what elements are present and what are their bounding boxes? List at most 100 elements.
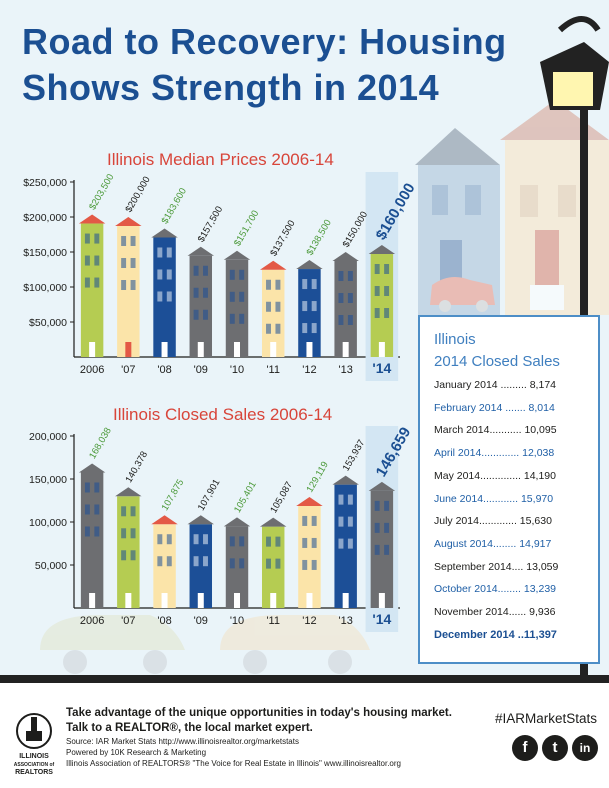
footer-association: Illinois Association of REALTORS® "The V…: [66, 759, 401, 768]
bar-window: [266, 301, 271, 312]
bar: [153, 237, 176, 357]
y-tick-label: 100,000: [29, 517, 67, 529]
y-tick-label: $250,000: [23, 177, 67, 189]
hashtag: #IARMarketStats: [494, 711, 597, 726]
closed-sales-chart: 200,000 150,000 100,000 50,000 168,038 2006 14…: [29, 425, 414, 632]
bar-door: [89, 593, 96, 608]
bar-window: [384, 544, 390, 555]
bar-window: [302, 301, 308, 312]
bar-window: [266, 558, 271, 569]
bar: [298, 269, 321, 357]
bar-door: [197, 593, 204, 608]
footer: ILLINOIS ASSOCIATION of REALTORS Take ad…: [0, 675, 609, 788]
bar-door: [161, 342, 168, 357]
x-tick-label: '11: [266, 615, 280, 627]
bar-roof: [187, 515, 215, 525]
illinois-realtors-logo-icon: [16, 713, 52, 749]
bar-window: [94, 526, 100, 537]
bar-door: [270, 593, 277, 608]
bar-window: [275, 301, 281, 312]
bar-roof: [368, 481, 396, 491]
sales-box-row: September 2014.... 13,059: [434, 560, 559, 573]
bar-window: [203, 556, 208, 567]
bar-roof: [259, 260, 287, 270]
bar: [153, 524, 176, 608]
bar: [370, 254, 394, 357]
x-tick-label: '12: [302, 615, 316, 627]
bar-roof: [223, 517, 251, 527]
bar-window: [302, 559, 308, 570]
data-label: $138,500: [305, 218, 334, 258]
bar-window: [347, 538, 353, 549]
bar-window: [266, 279, 271, 290]
bar-window: [275, 536, 281, 547]
linkedin-icon[interactable]: in: [572, 735, 598, 761]
bar-door: [89, 342, 96, 357]
data-label: 107,901: [196, 477, 223, 512]
bar-window: [121, 258, 127, 268]
y-tick-label: 200,000: [29, 431, 67, 443]
closed-sales-2014-box: Illinois 2014 Closed Sales January 2014 …: [418, 315, 600, 664]
data-label: 107,875: [160, 477, 187, 512]
bar-door: [342, 342, 349, 357]
x-tick-label: '11: [266, 364, 280, 376]
bar-window: [275, 558, 281, 569]
facebook-icon[interactable]: f: [512, 735, 538, 761]
bar-door: [125, 342, 132, 357]
bar-window: [130, 258, 136, 268]
bar-window: [166, 269, 172, 280]
bar-roof: [115, 487, 142, 497]
bar-window: [384, 522, 390, 533]
bar-window: [311, 515, 317, 526]
bar: [189, 255, 213, 357]
footer-powered-by: Powered by 10K Research & Marketing: [66, 748, 207, 757]
bar-window: [84, 233, 90, 244]
bar-window: [239, 313, 245, 324]
bar-window: [166, 291, 172, 302]
bar-window: [311, 537, 317, 548]
x-tick-label: 2006: [80, 364, 104, 376]
bar-window: [374, 522, 380, 533]
y-tick-label: 50,000: [35, 560, 67, 572]
x-tick-label: '09: [194, 615, 208, 627]
bar: [225, 259, 249, 357]
bar: [225, 526, 249, 608]
bar-window: [338, 538, 344, 549]
logo-line-3: REALTORS: [15, 769, 53, 776]
bar-window: [374, 264, 380, 274]
x-tick-label: '09: [194, 364, 208, 376]
bar-window: [266, 536, 271, 547]
bar-window: [347, 516, 353, 527]
bar-window: [130, 528, 136, 539]
y-tick-label: $50,000: [29, 317, 67, 329]
bar-window: [229, 313, 235, 324]
bar-window: [384, 308, 390, 318]
bar-window: [229, 291, 235, 302]
bar-window: [374, 308, 380, 318]
data-label: $151,700: [232, 208, 261, 248]
sales-box-row: October 2014........ 13,239: [434, 583, 556, 596]
twitter-icon[interactable]: t: [542, 735, 568, 761]
bar-door: [306, 342, 313, 357]
sales-box-row: July 2014............. 15,630: [434, 515, 552, 528]
bar-window: [384, 500, 390, 511]
bar-window: [347, 315, 353, 325]
bar-window: [311, 559, 317, 570]
data-label: 168,038: [87, 426, 114, 461]
bar-window: [193, 534, 199, 545]
bar-window: [302, 537, 308, 548]
bar: [117, 226, 140, 357]
bar-window: [130, 280, 136, 290]
sales-box-row: August 2014........ 14,917: [434, 537, 552, 550]
bar-window: [302, 515, 308, 526]
closed-sales-chart-title: Illinois Closed Sales 2006-14: [113, 405, 333, 424]
data-label: 105,401: [232, 480, 259, 515]
sales-box-row: December 2014 ..11,397: [434, 628, 557, 641]
bar-window: [374, 544, 380, 555]
bar-door: [378, 342, 385, 357]
bar-window: [203, 287, 208, 298]
bar-door: [342, 593, 349, 608]
bar-roof: [151, 228, 178, 238]
x-tick-label: '10: [230, 364, 244, 376]
sales-box-row: January 2014 ......... 8,174: [434, 379, 556, 391]
